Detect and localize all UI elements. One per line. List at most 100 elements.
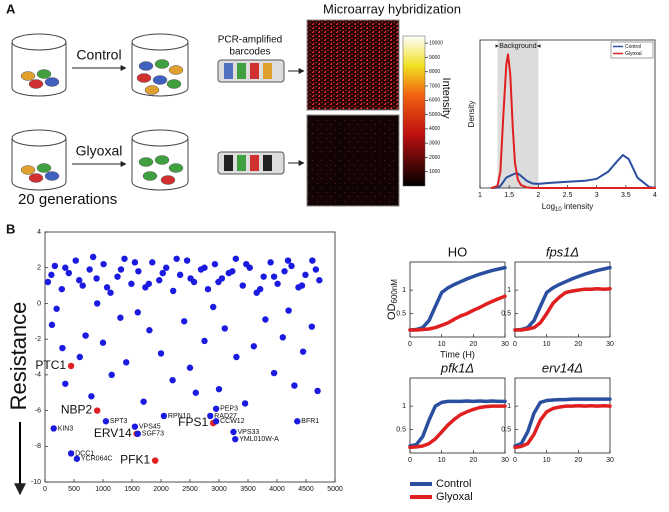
point-label: BFR1: [301, 418, 319, 425]
point-label: PTC1: [35, 358, 66, 372]
x-tick-label: 1.5: [504, 192, 514, 199]
point-label: DCC1: [75, 450, 94, 457]
data-line: [513, 403, 612, 450]
frame: [514, 261, 611, 338]
point: [312, 266, 320, 273]
beaker: [11, 33, 67, 97]
y-tick-label: -2: [35, 336, 41, 343]
y-tick-label: 2: [37, 265, 41, 272]
x-tick-label: 10: [543, 457, 551, 464]
point-label: VPS45: [139, 423, 161, 430]
panel-title: HO: [448, 244, 468, 259]
y-tick-label: 1: [402, 287, 406, 294]
data-line: [513, 265, 612, 332]
point: [169, 377, 176, 384]
labeled-point: [102, 418, 110, 425]
point-label: YML010W-A: [239, 436, 279, 443]
point: [176, 271, 184, 279]
microarray-image: [306, 19, 400, 111]
labeled-point: [131, 423, 139, 430]
data-line: [408, 404, 507, 450]
point-label: PEP3: [220, 406, 238, 413]
pcr-label: PCR-amplified: [218, 35, 282, 46]
x-tick-label: 10: [543, 341, 551, 348]
y-tick-label: 0: [37, 300, 41, 307]
point: [260, 273, 267, 280]
labeled-point: [94, 407, 101, 414]
point: [51, 262, 59, 270]
x-tick-label: 30: [501, 457, 509, 464]
frame: [514, 377, 611, 454]
colorbar-tick-label: 3000: [429, 140, 440, 146]
point: [128, 280, 135, 287]
x-tick-label: 0: [43, 486, 47, 493]
x-tick-label: 4000: [269, 486, 285, 493]
frame: [409, 261, 506, 338]
point: [53, 305, 60, 312]
point: [76, 353, 84, 361]
point: [59, 344, 66, 352]
barcode-strip: [217, 151, 285, 175]
point: [123, 359, 130, 366]
colorbar-tick-label: 10000: [429, 40, 443, 46]
y-axis-label-part: OD: [386, 303, 398, 320]
point: [262, 316, 269, 323]
point: [76, 277, 83, 284]
point: [157, 350, 165, 357]
x-tick-label: 500: [68, 486, 80, 493]
point: [181, 318, 188, 325]
point: [201, 337, 208, 345]
point-label: YCR064C: [81, 456, 113, 463]
y-tick-label: 0.5: [396, 310, 406, 317]
point: [183, 257, 191, 264]
x-tick-label: 2.5: [563, 192, 573, 199]
x-tick-label: 4500: [298, 486, 314, 493]
point: [107, 289, 114, 296]
point: [229, 268, 236, 275]
point: [94, 300, 101, 307]
labeled-point: [160, 412, 168, 420]
generations-label: 20 generations: [18, 191, 117, 208]
legend-label: Control: [625, 44, 641, 50]
point: [308, 323, 315, 330]
labeled-point: [152, 457, 159, 464]
point: [99, 339, 107, 346]
point: [192, 389, 199, 396]
point: [156, 277, 163, 284]
x-tick-label: 1000: [95, 486, 111, 493]
colorbar-tick-label: 1000: [429, 169, 440, 175]
x-tick-label: 20: [574, 457, 582, 464]
point: [140, 398, 147, 405]
point: [114, 273, 121, 280]
labeled-point: [67, 450, 75, 457]
point: [256, 285, 264, 293]
y-axis-label-sub: 600nM: [390, 279, 399, 304]
labeled-point: [50, 425, 57, 432]
colorbar-tick-label: 9000: [429, 55, 440, 61]
annotation: Background: [499, 43, 536, 50]
point: [302, 271, 309, 279]
point: [146, 327, 153, 334]
labeled-point: [232, 435, 239, 443]
labeled-point: [67, 362, 75, 370]
x-tick-label: 0: [408, 457, 412, 464]
point: [163, 264, 170, 271]
x-tick-label: 1: [478, 192, 482, 199]
colorbar-tick-label: 6000: [429, 98, 440, 104]
point: [44, 278, 52, 286]
y-axis-label: OD600nM: [386, 279, 399, 320]
point: [131, 259, 139, 266]
legend-label: Glyoxal: [436, 491, 473, 503]
y-tick-label: -6: [35, 407, 41, 414]
x-tick-label: 3: [595, 192, 599, 199]
panel-label: A: [6, 1, 16, 16]
point: [211, 260, 219, 268]
microarray-image: [306, 114, 400, 207]
point-label: RAD27: [214, 413, 237, 420]
point: [267, 259, 274, 266]
colorbar: [402, 35, 426, 187]
point: [243, 260, 250, 268]
point: [241, 400, 249, 407]
x-tick-label: 2000: [153, 486, 169, 493]
x-axis-label-sub: 10: [555, 207, 562, 213]
